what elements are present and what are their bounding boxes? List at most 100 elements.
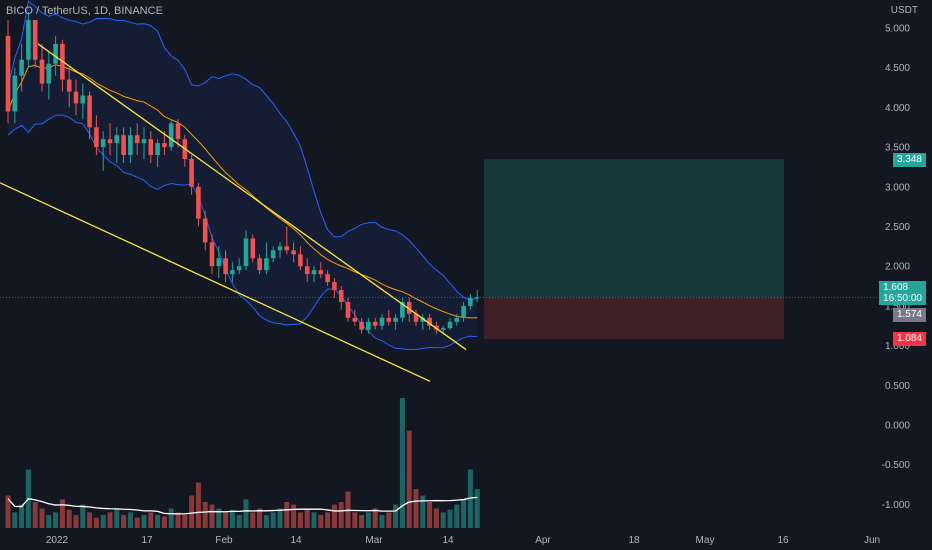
volume-bar [243,499,249,528]
candle [427,313,432,330]
price-tick-label: 1.000 [885,341,910,352]
candle [73,79,79,116]
candle-body [121,135,126,156]
candle-body [141,139,147,144]
time-tick-label: May [696,535,715,546]
candle [304,258,310,283]
candle-body [148,139,154,156]
candle [284,226,290,255]
volume-bar [175,512,181,528]
candle [454,313,460,326]
volume-bar [257,508,263,528]
candle-body [447,321,453,329]
candle [243,230,249,271]
volume-bar [195,482,201,528]
candle-body [257,258,262,271]
candle-body [162,143,167,148]
price-tick-label: 0.000 [885,421,910,432]
volume-bar [202,502,208,528]
candle-body [114,135,120,144]
candle-body [39,59,45,84]
volume-bar [359,515,365,528]
price-tick-label: 4.000 [885,103,910,114]
volume-bar [277,508,283,528]
price-tick-label: 3.000 [885,182,910,193]
candle [223,250,228,283]
candle [134,123,140,156]
volume-bar [318,515,324,528]
candle-body [318,270,324,275]
candle [46,51,52,100]
time-tick-label: Mar [365,535,383,546]
candle [325,270,330,287]
candle-body [468,297,473,306]
candle-body [277,246,283,251]
volume-bar [148,512,154,528]
candle-body [427,317,432,326]
candle-body [66,79,72,92]
upper-band [7,0,478,301]
moving-average [7,64,478,319]
volume-bar [461,499,467,528]
trendlines [0,43,467,382]
volume-bar [189,495,195,528]
candle [359,317,364,334]
candle-body [352,317,358,322]
currency-label[interactable]: USDT [890,5,918,16]
volume-bar [32,502,38,528]
candle-body [264,258,269,271]
candle [372,317,378,330]
candle [216,246,222,279]
target-price-tag: 3.348 [892,152,926,167]
time-tick-label: Apr [535,535,551,546]
price-tick-label: 0.500 [885,381,910,392]
volume-bar [406,430,412,528]
candle-body [19,59,24,76]
candle [461,301,466,322]
candle-body [236,266,242,271]
target-zone [484,159,784,298]
volume-bar [263,515,269,528]
price-tick-label: 3.500 [885,143,910,154]
candle-body [209,242,215,267]
volume-bar [420,495,426,528]
candle-body [87,95,92,128]
candle [291,242,296,263]
time-axis: 2022 17 Feb 14 Mar 14 Apr 18 May 16 Jun [46,535,880,546]
candle [155,139,160,167]
symbol-header[interactable]: BICO / TetherUS, 1D, BINANCE [6,5,163,17]
volume-bar [53,512,59,528]
volume-bar [311,512,317,528]
volume-bar [80,504,86,528]
volume-bar [325,512,331,528]
candle [168,119,174,152]
candle-body [345,301,351,318]
volume-bar [291,504,297,528]
candle-body [155,143,160,156]
price-tick-label: -0.500 [882,460,911,471]
candle [26,12,31,68]
volume-bar [399,398,405,528]
price-tick-label: 4.500 [885,63,910,74]
volume-bar [379,515,385,528]
volume-bar [155,515,161,528]
candle-body [5,35,11,112]
candle [400,297,405,322]
candle-body [80,95,86,104]
volume-bar [46,515,52,528]
candle [5,20,11,124]
volume-bar [121,515,127,528]
volume-bar [5,495,11,528]
candle-body [26,20,31,60]
candle [196,182,201,227]
time-tick-label: 16 [777,535,789,546]
price-tick-label: -1.000 [882,500,911,511]
candles [5,12,480,334]
candle [338,286,344,310]
candle [270,246,276,263]
candle-body [454,317,460,322]
volume-bar [114,508,120,528]
price-tick-label: 5.000 [885,24,910,35]
volume-bar [107,512,113,528]
